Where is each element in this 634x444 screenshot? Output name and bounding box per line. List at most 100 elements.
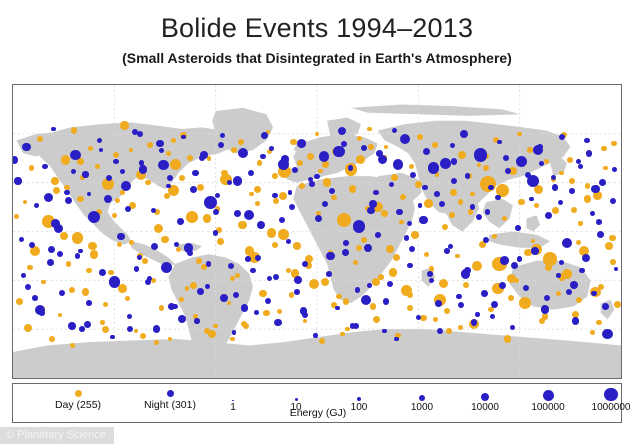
event-dot	[602, 302, 610, 310]
event-dot	[250, 267, 256, 274]
event-dot	[448, 243, 453, 249]
event-dot	[445, 327, 452, 334]
event-dot	[54, 223, 64, 233]
event-dot	[423, 148, 431, 156]
event-dot	[184, 286, 190, 291]
event-dot	[304, 255, 313, 264]
event-dot	[529, 196, 534, 202]
event-dot	[504, 168, 512, 175]
event-dot	[543, 295, 550, 302]
event-dot	[163, 192, 170, 199]
event-dot	[439, 157, 451, 169]
event-dot	[220, 169, 228, 177]
event-dot	[147, 276, 153, 282]
event-dot	[153, 223, 163, 233]
event-dot	[101, 178, 114, 191]
event-dot	[206, 261, 212, 267]
event-dot	[363, 243, 372, 252]
event-dot	[333, 146, 345, 158]
event-dot	[502, 216, 507, 221]
energy-axis-label: Energy (GJ)	[289, 407, 347, 419]
event-dot	[301, 260, 309, 268]
event-dot	[414, 180, 422, 188]
event-dot	[292, 242, 301, 251]
event-dot	[449, 212, 456, 219]
event-dot	[269, 146, 274, 151]
event-dot	[339, 331, 345, 337]
event-dot	[306, 153, 314, 161]
event-dot	[81, 287, 90, 296]
event-dot	[145, 179, 151, 186]
event-dot	[134, 328, 139, 333]
event-dot	[99, 268, 106, 276]
event-dot	[168, 185, 179, 197]
event-dot	[216, 227, 222, 233]
event-dot	[444, 308, 451, 315]
event-dot	[129, 201, 137, 210]
energy-scale-label: 100	[350, 402, 368, 413]
event-dot	[469, 191, 475, 197]
title-block: Bolide Events 1994–2013 (Small Asteroids…	[0, 0, 634, 66]
event-dot	[287, 190, 293, 195]
event-dot	[212, 230, 219, 236]
event-dot	[175, 246, 182, 253]
india-land	[445, 189, 480, 232]
event-dot	[41, 279, 46, 285]
event-dot	[569, 188, 575, 194]
event-dot	[200, 264, 207, 271]
event-dot	[115, 197, 121, 204]
south-america-land	[168, 254, 253, 362]
event-dot	[235, 272, 241, 279]
asia-land	[377, 120, 571, 216]
event-dot	[66, 261, 72, 267]
event-dot	[185, 210, 199, 224]
event-dot	[125, 295, 131, 301]
event-dot	[176, 218, 184, 226]
event-dot	[484, 209, 491, 215]
event-dot	[183, 242, 194, 253]
event-dot	[376, 149, 383, 157]
event-dot	[380, 209, 389, 218]
event-dot	[611, 167, 617, 173]
event-dot	[460, 269, 471, 279]
event-dot	[360, 294, 371, 305]
event-dot	[68, 322, 76, 330]
event-dot	[540, 305, 550, 314]
event-dot	[605, 242, 613, 250]
event-dot	[394, 336, 399, 342]
legend-day-label: Day (255)	[54, 399, 102, 411]
event-dot	[597, 231, 605, 239]
energy-scale-dot	[356, 396, 362, 401]
energy-scale-dot	[232, 399, 234, 401]
event-dot	[329, 187, 336, 194]
event-dot	[318, 151, 329, 162]
event-dot	[168, 302, 176, 310]
event-dot	[279, 191, 288, 200]
event-dot	[356, 244, 363, 251]
event-dot	[493, 137, 500, 144]
event-dot	[294, 276, 303, 285]
event-dot	[559, 170, 565, 176]
event-dot	[70, 127, 77, 134]
event-dot	[220, 173, 232, 186]
event-dot	[37, 135, 44, 142]
event-dot	[454, 253, 460, 259]
event-dot	[342, 249, 350, 257]
event-dot	[192, 169, 199, 177]
event-dot	[589, 329, 595, 335]
event-dot	[112, 151, 120, 159]
event-dot	[159, 147, 165, 153]
event-dot	[468, 209, 474, 215]
event-dot	[131, 129, 138, 136]
event-dot	[46, 259, 54, 266]
event-dot	[562, 269, 572, 279]
event-dot	[138, 160, 145, 166]
event-dot	[208, 330, 217, 339]
event-dot	[386, 280, 393, 287]
event-dot	[53, 187, 61, 195]
event-dot	[464, 173, 471, 179]
event-dot	[410, 171, 417, 178]
event-dot	[603, 165, 609, 171]
event-dot	[504, 335, 512, 343]
event-dot	[366, 282, 372, 288]
